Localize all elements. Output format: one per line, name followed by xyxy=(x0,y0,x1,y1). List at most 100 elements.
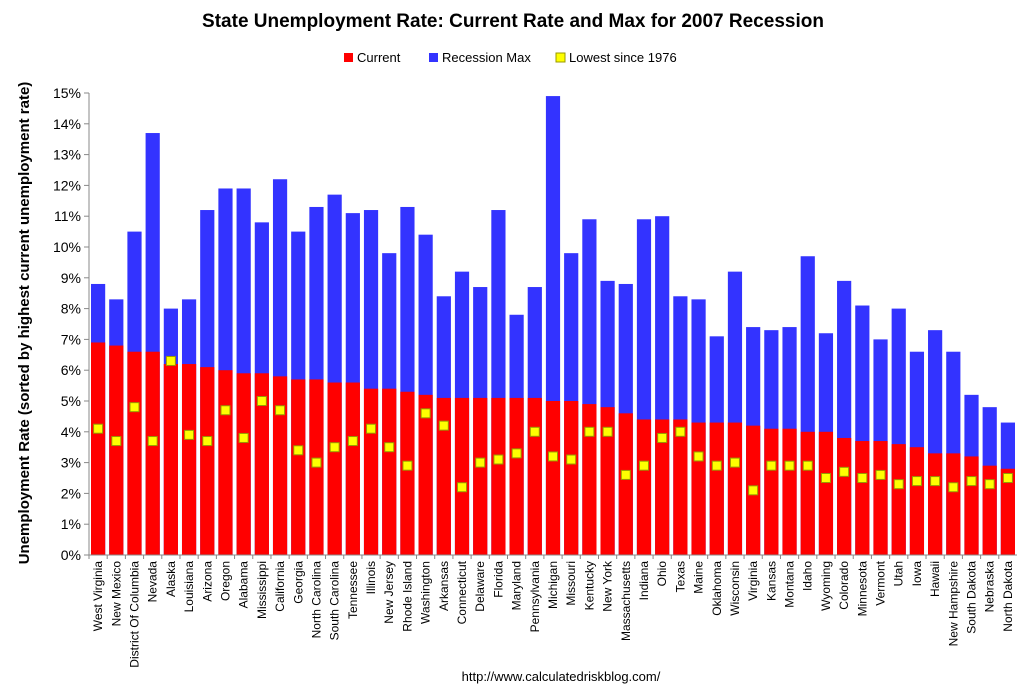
x-tick-label: North Dakota xyxy=(1001,561,1015,632)
marker-lowest xyxy=(438,420,449,431)
legend-max-label: Recession Max xyxy=(442,50,531,65)
bar-current xyxy=(618,413,633,555)
chart-title: State Unemployment Rate: Current Rate an… xyxy=(202,11,824,32)
x-tick-label: New York xyxy=(601,560,615,612)
y-tick-label: 8% xyxy=(61,301,81,317)
marker-lowest xyxy=(584,426,595,437)
marker-lowest xyxy=(311,457,322,468)
x-tick-label: Oregon xyxy=(218,561,232,601)
y-tick-label: 4% xyxy=(61,424,81,440)
bar-current xyxy=(782,428,797,555)
bar-current xyxy=(564,401,579,555)
marker-lowest xyxy=(748,485,759,496)
legend-max-swatch xyxy=(429,53,438,62)
marker-lowest xyxy=(256,396,267,406)
marker-lowest xyxy=(675,426,686,437)
marker-lowest xyxy=(238,432,249,443)
marker-lowest xyxy=(548,451,558,462)
legend-current-swatch xyxy=(344,53,353,62)
x-tick-label: Kansas xyxy=(764,561,778,601)
x-tick-label: Nevada xyxy=(146,561,160,603)
x-tick-label: Illinois xyxy=(364,561,378,594)
marker-lowest xyxy=(729,457,740,468)
marker-lowest xyxy=(638,460,649,471)
x-tick-label: Vermont xyxy=(874,560,888,605)
bar-current xyxy=(964,456,979,555)
bar-current xyxy=(818,431,834,555)
bar-current xyxy=(454,397,470,555)
y-tick-label: 11% xyxy=(54,208,81,224)
marker-lowest xyxy=(802,460,813,471)
y-tick-label: 2% xyxy=(61,485,81,501)
bar-current xyxy=(127,351,142,555)
bar-current xyxy=(855,441,870,555)
marker-lowest xyxy=(202,436,213,447)
x-tick-label: Pennsylvania xyxy=(528,561,542,633)
x-tick-label: Minnesota xyxy=(855,561,869,617)
x-tick-label: Montana xyxy=(783,561,797,608)
x-tick-label: Massachusetts xyxy=(619,561,633,641)
y-tick-label: 3% xyxy=(61,455,81,471)
x-tick-label: Colorado xyxy=(837,561,851,610)
bar-current xyxy=(218,370,233,555)
bar-current xyxy=(327,382,342,555)
bar-current xyxy=(363,388,379,555)
x-tick-label: Alabama xyxy=(237,561,251,609)
marker-lowest xyxy=(329,442,340,453)
bar-current xyxy=(837,437,852,555)
x-tick-label: Oklahoma xyxy=(710,561,724,616)
marker-lowest xyxy=(129,402,140,413)
marker-lowest xyxy=(165,355,176,366)
bar-current xyxy=(727,422,743,555)
bar-current xyxy=(400,391,415,555)
bar-current xyxy=(946,453,961,555)
marker-lowest xyxy=(930,476,941,487)
y-tick-label: 14% xyxy=(53,116,81,132)
marker-lowest xyxy=(839,466,850,477)
x-tick-label: Maryland xyxy=(510,561,524,610)
x-tick-label: South Dakota xyxy=(965,561,979,634)
y-tick-label: 1% xyxy=(61,516,81,532)
x-tick-label: Delaware xyxy=(473,561,487,612)
legend-lowest-swatch xyxy=(555,52,566,63)
x-tick-label: New Mexico xyxy=(109,561,123,627)
x-tick-label: Michigan xyxy=(546,561,560,609)
bars xyxy=(91,96,1015,556)
y-tick-label: 15% xyxy=(53,85,81,101)
bar-current xyxy=(909,447,925,555)
x-tick-label: Florida xyxy=(491,561,505,598)
marker-lowest xyxy=(220,405,231,416)
marker-lowest xyxy=(184,429,195,440)
y-tick-label: 13% xyxy=(53,147,81,163)
bar-current xyxy=(181,364,197,555)
x-tick-label: Utah xyxy=(892,561,906,586)
y-tick-label: 5% xyxy=(61,393,81,409)
bar-current xyxy=(345,382,360,555)
bar-current xyxy=(527,397,542,555)
bar-current xyxy=(709,422,724,555)
bar-current xyxy=(291,379,306,555)
x-tick-label: California xyxy=(273,561,287,612)
x-tick-label: Idaho xyxy=(801,561,815,591)
marker-lowest xyxy=(984,479,995,490)
y-axis-label: Unemployment Rate (sorted by highest cur… xyxy=(16,82,33,565)
y-tick-label: 7% xyxy=(61,331,81,347)
bar-current xyxy=(582,404,597,555)
legend-lowest-label: Lowest since 1976 xyxy=(569,50,677,65)
x-tick-label: New Jersey xyxy=(382,561,396,624)
marker-lowest xyxy=(293,445,304,456)
bar-current xyxy=(491,397,506,555)
marker-lowest xyxy=(384,442,395,453)
y-tick-label: 12% xyxy=(53,177,81,193)
bar-current xyxy=(109,345,124,555)
x-axis: West Virginia New Mexico District Of Colum… xyxy=(88,555,1015,668)
bar-current xyxy=(236,373,251,555)
x-tick-label: Kentucky xyxy=(582,561,596,610)
x-tick-label: South Carolina xyxy=(328,561,342,641)
x-tick-label: Ohio xyxy=(655,561,669,587)
x-tick-label: Connecticut xyxy=(455,560,469,624)
bar-current xyxy=(1000,468,1015,555)
x-tick-label: Virginia xyxy=(746,561,760,601)
bar-current xyxy=(254,373,269,555)
